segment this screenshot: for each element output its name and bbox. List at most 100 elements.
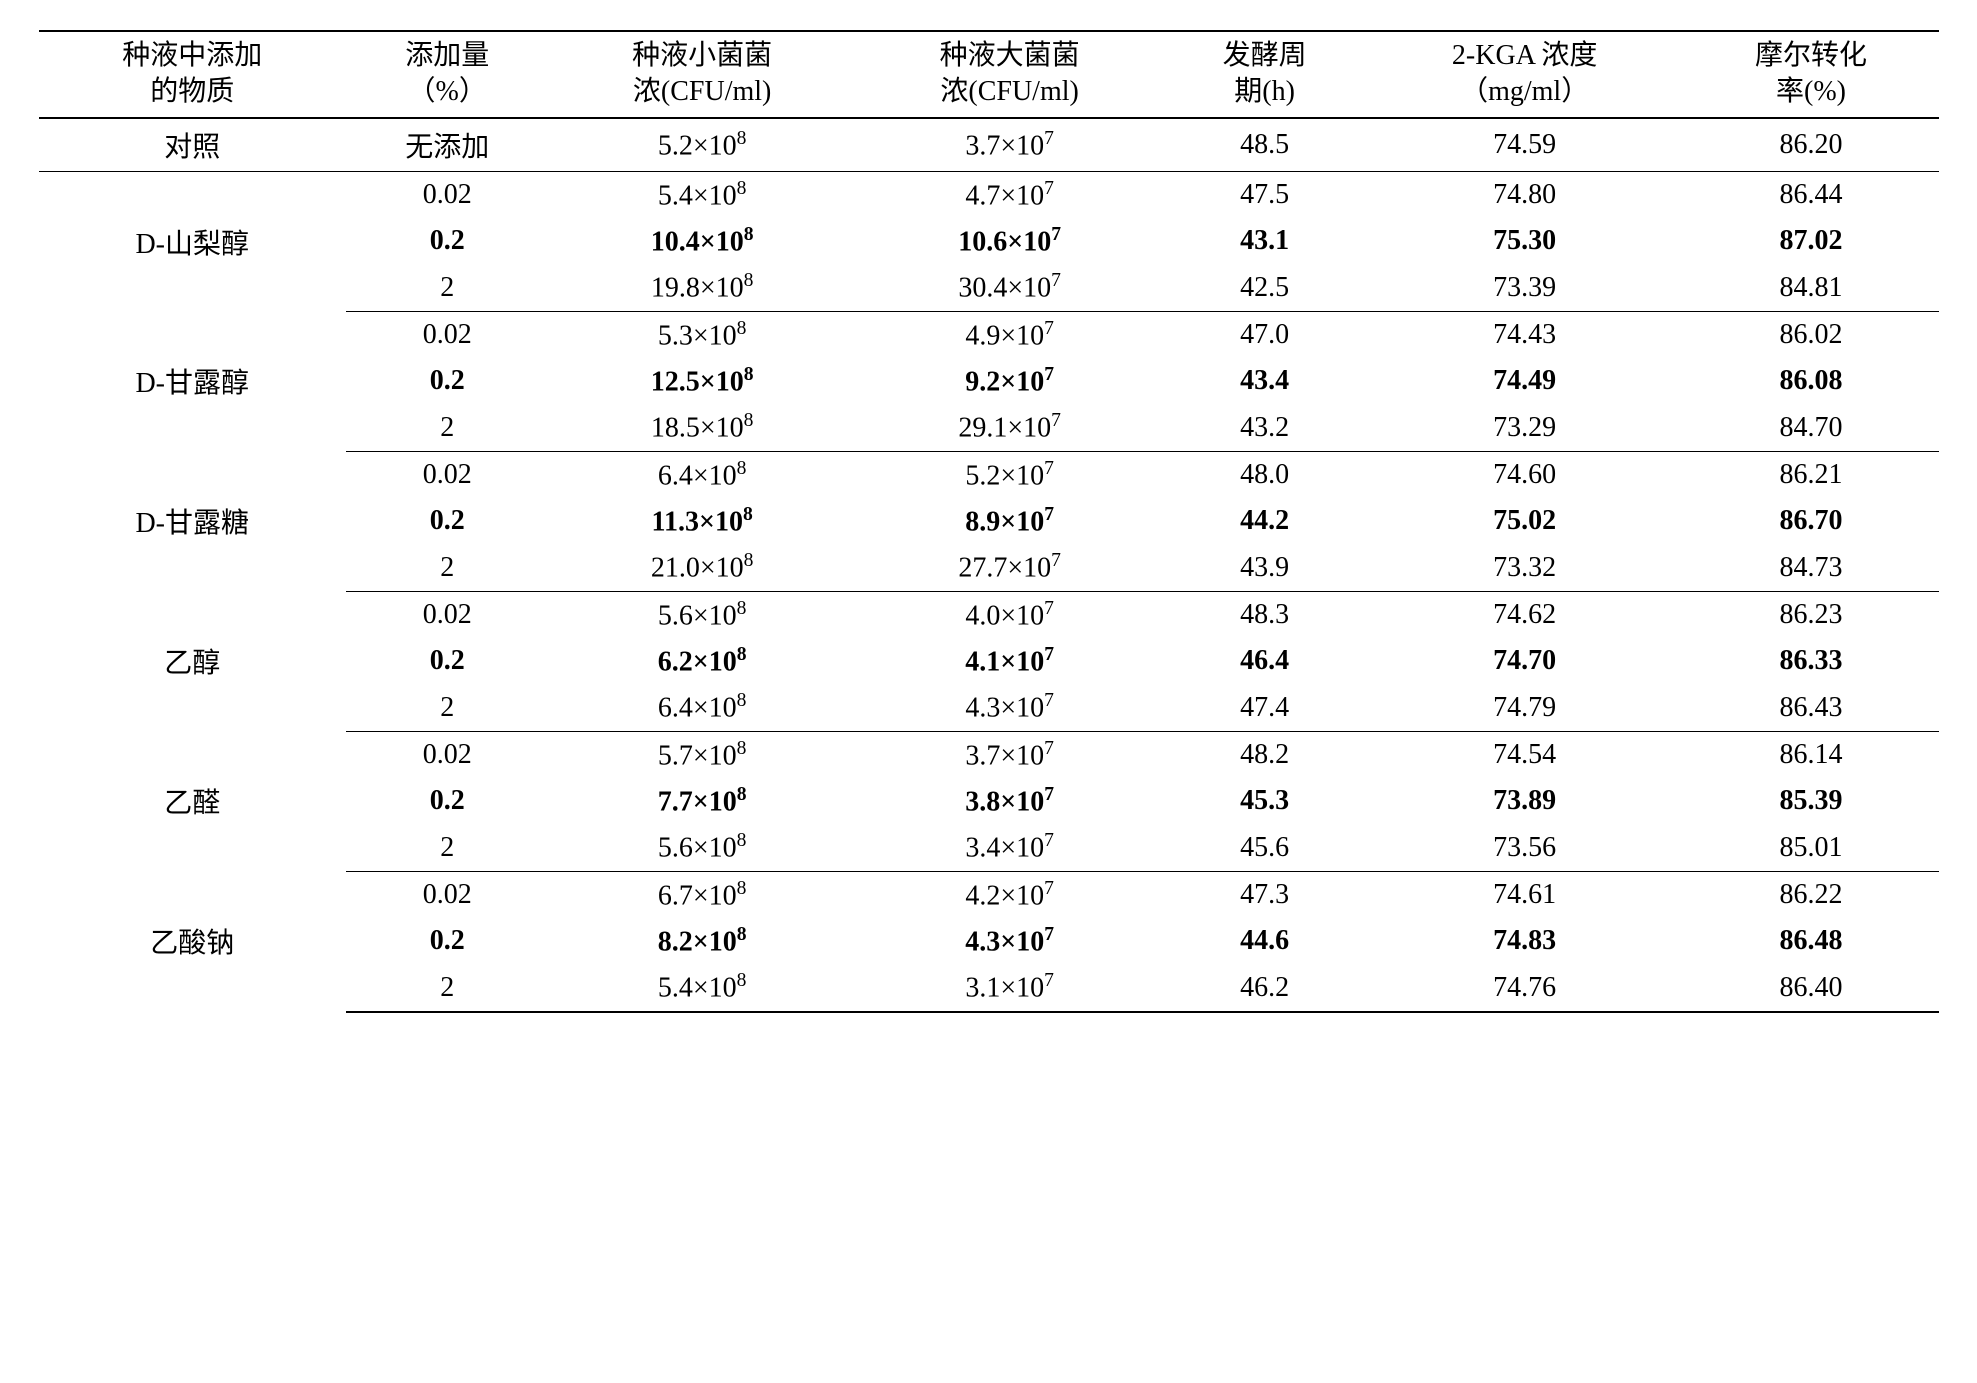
- amount-cell: 2: [346, 544, 548, 591]
- substance-cell: 乙醛: [39, 731, 346, 871]
- kga-cell: 74.54: [1366, 731, 1684, 778]
- amount-cell: 2: [346, 684, 548, 731]
- amount-cell: 0.02: [346, 871, 548, 918]
- table-header: 种液中添加的物质添加量（%）种液小菌菌浓(CFU/ml)种液大菌菌浓(CFU/m…: [39, 31, 1939, 118]
- table-row: 乙醛0.025.7×1083.7×10748.274.5486.14: [39, 731, 1939, 778]
- small-bacteria-cell: 5.4×108: [548, 964, 855, 1011]
- molar-cell: 84.70: [1683, 404, 1938, 451]
- large-bacteria-cell: 4.7×107: [856, 171, 1163, 218]
- period-cell: 47.4: [1163, 684, 1365, 731]
- table-body: 对照无添加5.2×1083.7×10748.574.5986.20D-山梨醇0.…: [39, 118, 1939, 1012]
- amount-cell: 0.2: [346, 358, 548, 404]
- small-bacteria-cell: 5.6×108: [548, 824, 855, 871]
- small-bacteria-cell: 11.3×108: [548, 498, 855, 544]
- period-cell: 47.5: [1163, 171, 1365, 218]
- small-bacteria-cell: 10.4×108: [548, 218, 855, 264]
- molar-cell: 86.21: [1683, 451, 1938, 498]
- col-header-2: 种液小菌菌浓(CFU/ml): [548, 31, 855, 118]
- substance-cell: 对照: [39, 118, 346, 172]
- molar-cell: 84.73: [1683, 544, 1938, 591]
- molar-cell: 85.39: [1683, 778, 1938, 824]
- kga-cell: 74.61: [1366, 871, 1684, 918]
- col-header-5: 2-KGA 浓度（mg/ml）: [1366, 31, 1684, 118]
- amount-cell: 0.02: [346, 451, 548, 498]
- kga-cell: 74.59: [1366, 118, 1684, 172]
- amount-cell: 0.2: [346, 498, 548, 544]
- molar-cell: 86.20: [1683, 118, 1938, 172]
- amount-cell: 无添加: [346, 118, 548, 172]
- kga-cell: 73.39: [1366, 264, 1684, 311]
- table-row: 对照无添加5.2×1083.7×10748.574.5986.20: [39, 118, 1939, 172]
- molar-cell: 85.01: [1683, 824, 1938, 871]
- col-header-4: 发酵周期(h): [1163, 31, 1365, 118]
- kga-cell: 75.30: [1366, 218, 1684, 264]
- period-cell: 47.3: [1163, 871, 1365, 918]
- col-header-3: 种液大菌菌浓(CFU/ml): [856, 31, 1163, 118]
- period-cell: 45.3: [1163, 778, 1365, 824]
- molar-cell: 86.44: [1683, 171, 1938, 218]
- table-row: D-山梨醇0.025.4×1084.7×10747.574.8086.44: [39, 171, 1939, 218]
- large-bacteria-cell: 9.2×107: [856, 358, 1163, 404]
- kga-cell: 74.43: [1366, 311, 1684, 358]
- amount-cell: 0.02: [346, 731, 548, 778]
- large-bacteria-cell: 4.0×107: [856, 591, 1163, 638]
- kga-cell: 74.79: [1366, 684, 1684, 731]
- large-bacteria-cell: 10.6×107: [856, 218, 1163, 264]
- small-bacteria-cell: 5.4×108: [548, 171, 855, 218]
- amount-cell: 0.2: [346, 638, 548, 684]
- small-bacteria-cell: 21.0×108: [548, 544, 855, 591]
- molar-cell: 86.02: [1683, 311, 1938, 358]
- kga-cell: 75.02: [1366, 498, 1684, 544]
- table-row: D-甘露糖0.026.4×1085.2×10748.074.6086.21: [39, 451, 1939, 498]
- molar-cell: 86.08: [1683, 358, 1938, 404]
- kga-cell: 74.62: [1366, 591, 1684, 638]
- col-header-1: 添加量（%）: [346, 31, 548, 118]
- large-bacteria-cell: 27.7×107: [856, 544, 1163, 591]
- molar-cell: 86.33: [1683, 638, 1938, 684]
- small-bacteria-cell: 6.2×108: [548, 638, 855, 684]
- period-cell: 42.5: [1163, 264, 1365, 311]
- substance-cell: 乙酸钠: [39, 871, 346, 1011]
- kga-cell: 74.60: [1366, 451, 1684, 498]
- table-row: 乙醇0.025.6×1084.0×10748.374.6286.23: [39, 591, 1939, 638]
- small-bacteria-cell: 5.2×108: [548, 118, 855, 172]
- period-cell: 43.4: [1163, 358, 1365, 404]
- period-cell: 48.5: [1163, 118, 1365, 172]
- molar-cell: 86.14: [1683, 731, 1938, 778]
- large-bacteria-cell: 8.9×107: [856, 498, 1163, 544]
- small-bacteria-cell: 18.5×108: [548, 404, 855, 451]
- large-bacteria-cell: 4.3×107: [856, 684, 1163, 731]
- table-row: D-甘露醇0.025.3×1084.9×10747.074.4386.02: [39, 311, 1939, 358]
- molar-cell: 87.02: [1683, 218, 1938, 264]
- data-table: 种液中添加的物质添加量（%）种液小菌菌浓(CFU/ml)种液大菌菌浓(CFU/m…: [39, 30, 1939, 1013]
- large-bacteria-cell: 4.9×107: [856, 311, 1163, 358]
- period-cell: 45.6: [1163, 824, 1365, 871]
- large-bacteria-cell: 4.3×107: [856, 918, 1163, 964]
- molar-cell: 86.40: [1683, 964, 1938, 1011]
- amount-cell: 0.02: [346, 171, 548, 218]
- period-cell: 48.3: [1163, 591, 1365, 638]
- amount-cell: 0.2: [346, 778, 548, 824]
- molar-cell: 86.70: [1683, 498, 1938, 544]
- col-header-6: 摩尔转化率(%): [1683, 31, 1938, 118]
- amount-cell: 2: [346, 964, 548, 1011]
- kga-cell: 74.70: [1366, 638, 1684, 684]
- molar-cell: 86.22: [1683, 871, 1938, 918]
- kga-cell: 73.89: [1366, 778, 1684, 824]
- period-cell: 46.4: [1163, 638, 1365, 684]
- large-bacteria-cell: 3.1×107: [856, 964, 1163, 1011]
- kga-cell: 74.80: [1366, 171, 1684, 218]
- large-bacteria-cell: 3.7×107: [856, 731, 1163, 778]
- large-bacteria-cell: 4.1×107: [856, 638, 1163, 684]
- amount-cell: 0.2: [346, 918, 548, 964]
- amount-cell: 2: [346, 404, 548, 451]
- amount-cell: 0.2: [346, 218, 548, 264]
- kga-cell: 74.76: [1366, 964, 1684, 1011]
- substance-cell: D-甘露糖: [39, 451, 346, 591]
- molar-cell: 86.43: [1683, 684, 1938, 731]
- small-bacteria-cell: 6.4×108: [548, 451, 855, 498]
- small-bacteria-cell: 5.3×108: [548, 311, 855, 358]
- kga-cell: 74.49: [1366, 358, 1684, 404]
- kga-cell: 73.32: [1366, 544, 1684, 591]
- period-cell: 47.0: [1163, 311, 1365, 358]
